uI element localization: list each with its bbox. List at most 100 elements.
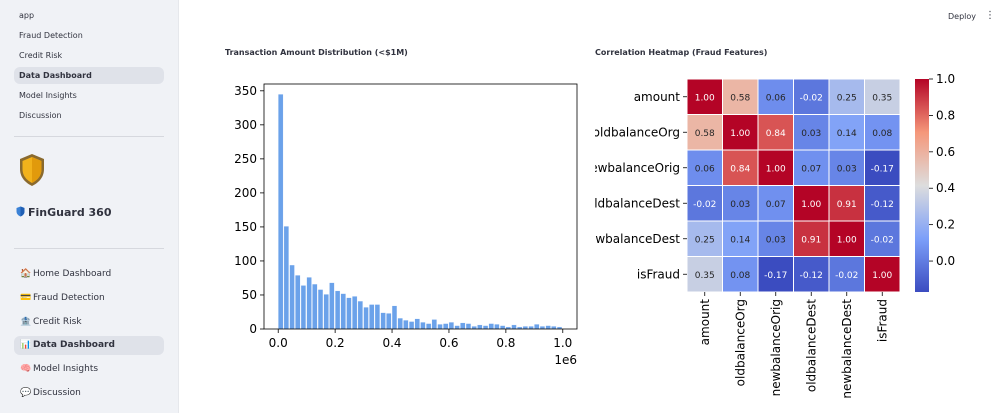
heatmap-cell — [757, 149, 794, 186]
histogram-bar — [551, 326, 557, 330]
heatmap-cell — [722, 185, 759, 222]
histogram-bar — [295, 275, 301, 330]
col-label: isFraud — [875, 299, 889, 342]
histogram-bar — [443, 323, 449, 330]
y-tick-label: 150 — [234, 220, 257, 234]
heatmap-cell — [722, 149, 759, 186]
nav-credit-risk[interactable]: 🏦 Credit Risk — [14, 313, 164, 332]
nav-label: Credit Risk — [33, 317, 82, 327]
histogram-bar — [357, 300, 363, 330]
nav-data-dashboard[interactable]: 📊 Data Dashboard — [14, 336, 164, 355]
colorbar — [915, 79, 929, 292]
y-tick-label: 200 — [234, 186, 257, 200]
page-link-data-dashboard[interactable]: Data Dashboard — [14, 67, 164, 84]
page-link-model-insights[interactable]: Model Insights — [19, 91, 77, 100]
nav-discussion[interactable]: 💬 Discussion — [14, 384, 164, 403]
x-tick-label: 0.2 — [326, 336, 345, 350]
histogram-bar — [352, 296, 358, 330]
colorbar-tick-label: 0.6 — [936, 145, 955, 159]
deploy-button[interactable]: Deploy — [948, 12, 977, 21]
histogram-bar — [278, 94, 284, 330]
nav-home-dashboard[interactable]: 🏠 Home Dashboard — [14, 265, 164, 284]
heatmap-cell — [828, 114, 865, 151]
heatmap-cell-label: 1.00 — [695, 93, 715, 103]
colorbar-tick-label: 0.4 — [936, 181, 955, 195]
heatmap-cell-label: 0.14 — [837, 129, 857, 139]
heatmap-cell-label: 0.03 — [837, 164, 857, 174]
histogram-bar — [340, 293, 346, 330]
heatmap-cell-label: 0.06 — [695, 164, 715, 174]
main-menu-icon[interactable]: ⋮ — [985, 10, 995, 21]
histogram-bar — [363, 307, 369, 330]
home-icon: 🏠 — [20, 269, 32, 279]
colorbar-tick-label: 0.0 — [936, 254, 955, 268]
heatmap-cell-label: 1.00 — [801, 200, 821, 210]
histogram-bar — [306, 277, 312, 330]
x-multiplier-label: 1e6 — [554, 353, 577, 367]
y-tick-label: 350 — [234, 84, 257, 98]
histogram-bar — [465, 323, 472, 330]
histogram-bar — [403, 320, 409, 330]
histogram-bar — [528, 326, 534, 330]
speech-bubble-icon: 💬 — [20, 388, 32, 398]
heatmap-cell — [793, 256, 830, 293]
colorbar-tick-label: 1.0 — [936, 72, 955, 86]
histogram-bar — [488, 323, 494, 330]
page-link-fraud-detection[interactable]: Fraud Detection — [19, 31, 83, 40]
histogram-bar — [323, 294, 329, 330]
heatmap-cell-label: 0.58 — [730, 93, 750, 103]
heatmap-cell-label: 0.25 — [695, 235, 715, 245]
heatmap-cell-label: 0.03 — [730, 200, 750, 210]
histogram-bar — [369, 304, 375, 330]
heatmap-cell-label: 0.84 — [766, 129, 786, 139]
nav-model-insights[interactable]: 🧠 Model Insights — [14, 360, 164, 379]
page-link-app[interactable]: app — [19, 11, 35, 20]
histogram-bar — [431, 319, 437, 330]
x-tick-label: 0.0 — [269, 336, 288, 350]
colorbar-tick-label: 0.8 — [936, 108, 955, 122]
heatmap-cell-label: -0.02 — [871, 235, 894, 245]
nav-label: Fraud Detection — [33, 293, 105, 303]
y-tick-label: 0 — [249, 322, 257, 336]
heatmap-cell-label: 0.58 — [695, 129, 715, 139]
histogram-bar — [522, 326, 528, 330]
histogram-bar — [511, 324, 517, 330]
heatmap-cell-label: 0.03 — [766, 235, 786, 245]
page-link-credit-risk[interactable]: Credit Risk — [19, 51, 63, 60]
histogram-frame — [263, 83, 578, 330]
heatmap-cell-label: -0.02 — [800, 93, 823, 103]
heatmap-cell — [864, 220, 901, 257]
histogram-bar — [374, 304, 381, 330]
x-tick-label: 0.6 — [439, 336, 458, 350]
histogram-bar — [437, 324, 443, 330]
histogram-bar — [408, 321, 415, 330]
row-label: newbalanceDest — [595, 232, 680, 246]
page-link-discussion[interactable]: Discussion — [19, 111, 62, 120]
correlation-heatmap: 1.00 0.58 0.06 -0.02 0.25 0.35 0.58 1.00 0.84 0.0… — [595, 72, 955, 399]
heatmap-cell-label: -0.02 — [693, 200, 716, 210]
histogram-bar — [460, 322, 466, 330]
y-tick-label: 250 — [234, 152, 257, 166]
histogram-bar — [420, 322, 426, 330]
heatmap-cell — [864, 256, 901, 293]
brain-icon: 🧠 — [20, 364, 32, 374]
histogram-bar — [283, 226, 289, 330]
heatmap-cell — [864, 185, 901, 222]
y-tick-label: 50 — [242, 288, 257, 302]
heatmap-cell-label: 0.07 — [766, 200, 786, 210]
nav-label: Model Insights — [33, 364, 99, 374]
nav-fraud-detection[interactable]: 💳 Fraud Detection — [14, 289, 164, 308]
heatmap-cell — [722, 114, 759, 151]
histogram-chart: 0 50 100 150 200 250 300 350 0.0 0.2 0.4 0.6 0.8 1.0 1… — [234, 83, 578, 367]
col-label: newbalanceDest — [840, 299, 854, 399]
histogram-bar — [477, 324, 483, 330]
col-label: oldbalanceDest — [804, 299, 818, 392]
col-label: oldbalanceOrg — [733, 299, 747, 386]
heatmap-cell-label: 0.03 — [801, 129, 821, 139]
histogram-title: Transaction Amount Distribution (<$1M) — [225, 48, 408, 57]
histogram-bar — [545, 325, 551, 330]
heatmap-cell-label: -0.17 — [871, 164, 894, 174]
histogram-bar — [471, 326, 477, 330]
x-tick-label: 0.8 — [496, 336, 515, 350]
histogram-bar — [539, 326, 546, 330]
